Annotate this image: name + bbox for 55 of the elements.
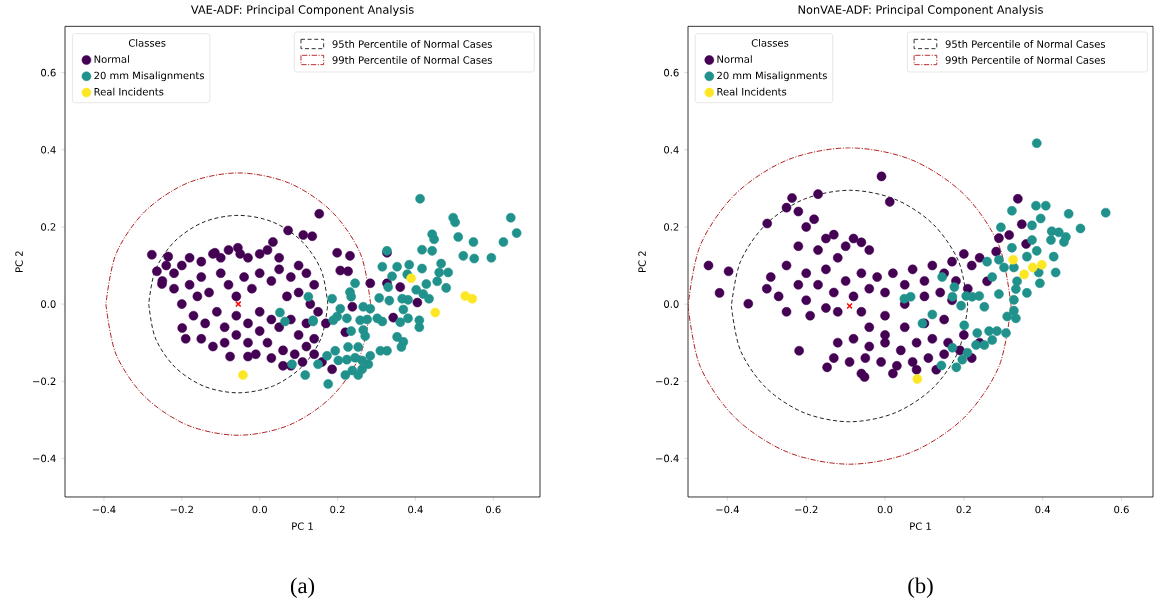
x-tick-label: −0.2 bbox=[170, 505, 193, 514]
x-tick-label: −0.4 bbox=[92, 505, 116, 514]
legend-label: Real Incidents bbox=[717, 87, 787, 96]
text: (a) bbox=[290, 577, 315, 598]
y-tick-label: −0.4 bbox=[33, 454, 56, 463]
point bbox=[1019, 269, 1029, 280]
y-axis-title: PC 2 bbox=[638, 251, 646, 272]
legend-label: Normal bbox=[717, 55, 752, 63]
y-tick-label: 0.6 bbox=[664, 68, 679, 77]
point bbox=[235, 300, 242, 308]
point bbox=[467, 293, 478, 304]
x-tick-label: −0.4 bbox=[716, 505, 739, 514]
legend-label: 20 mm Misalignments bbox=[94, 71, 205, 82]
y-tick-label: 0.4 bbox=[664, 146, 679, 154]
y-tick-label: 0.0 bbox=[41, 300, 56, 308]
point bbox=[1028, 262, 1038, 273]
x-tick-label: 0.4 bbox=[1035, 505, 1051, 514]
y-tick-label: 0.2 bbox=[41, 223, 56, 231]
x-tick-label: 0.6 bbox=[486, 505, 501, 514]
legend-label: Real Incidents bbox=[94, 87, 164, 96]
chart-title: NonVAE-ADF: Principal Component Analysis bbox=[798, 5, 1043, 17]
x-tick-label: 0.0 bbox=[877, 505, 893, 514]
x-axis-title: PC 1 bbox=[910, 522, 931, 530]
legend-label: 99th Percentile of Normal Cases bbox=[945, 56, 1106, 64]
legend-label: 99th Percentile of Normal Cases bbox=[332, 56, 492, 64]
legend-title: Classes bbox=[128, 39, 166, 47]
legend-title: Classes bbox=[751, 39, 789, 47]
point bbox=[238, 370, 248, 380]
x-tick-label: 0.6 bbox=[1114, 505, 1129, 514]
point bbox=[1008, 254, 1018, 265]
y-axis-title: PC 2 bbox=[15, 251, 23, 272]
legend-label: 95th Percentile of Normal Cases bbox=[945, 40, 1106, 48]
x-tick-label: 0.0 bbox=[252, 505, 267, 514]
y-tick-label: −0.2 bbox=[656, 377, 679, 386]
x-tick-label: 0.2 bbox=[330, 505, 345, 514]
chart-title: VAE-ADF: Principal Component Analysis bbox=[190, 5, 414, 17]
y-tick-label: 0.4 bbox=[41, 146, 56, 154]
x-tick-label: 0.4 bbox=[408, 505, 423, 514]
text: (b) bbox=[908, 577, 933, 598]
point bbox=[912, 374, 923, 384]
y-tick-label: 0.6 bbox=[41, 68, 56, 77]
point bbox=[1037, 259, 1047, 270]
y-tick-label: −0.2 bbox=[33, 377, 56, 386]
legend-label: 95th Percentile of Normal Cases bbox=[332, 40, 492, 48]
point bbox=[430, 307, 441, 318]
y-tick-label: −0.4 bbox=[656, 454, 679, 463]
point bbox=[406, 273, 416, 284]
point bbox=[846, 302, 853, 310]
y-tick-label: 0.2 bbox=[664, 223, 679, 231]
y-tick-label: 0.0 bbox=[664, 300, 679, 308]
x-axis-title: PC 1 bbox=[292, 522, 313, 530]
legend-label: 20 mm Misalignments bbox=[717, 71, 827, 82]
x-tick-label: 0.2 bbox=[956, 505, 971, 514]
x-tick-label: −0.2 bbox=[795, 505, 818, 514]
legend-label: Normal bbox=[94, 55, 129, 63]
